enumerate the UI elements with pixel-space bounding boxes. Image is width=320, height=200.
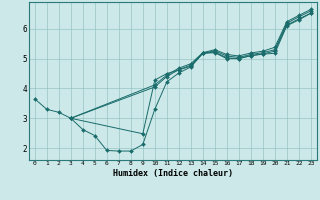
X-axis label: Humidex (Indice chaleur): Humidex (Indice chaleur): [113, 169, 233, 178]
